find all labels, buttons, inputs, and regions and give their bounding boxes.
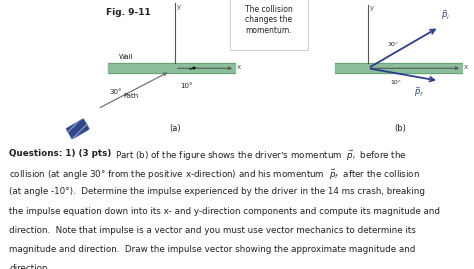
Text: y: y [177, 4, 181, 10]
Text: the impulse equation down into its x- and y-direction components and compute its: the impulse equation down into its x- an… [9, 207, 440, 216]
Text: direction.  Note that impulse is a vector and you must use vector mechanics to d: direction. Note that impulse is a vector… [9, 226, 416, 235]
Text: (b): (b) [394, 123, 406, 133]
Text: Part (b) of the figure shows the driver’s momentum  $\vec{p}_i$  before the: Part (b) of the figure shows the driver’… [115, 149, 407, 163]
Text: Path: Path [123, 93, 138, 99]
Text: $\vec{p}_f$: $\vec{p}_f$ [414, 85, 424, 99]
Text: (at angle -10°).  Determine the impulse experienced by the driver in the 14 ms c: (at angle -10°). Determine the impulse e… [9, 187, 426, 196]
Text: x: x [464, 64, 468, 70]
FancyBboxPatch shape [66, 119, 89, 139]
Text: direction.: direction. [9, 264, 51, 269]
Text: 10°: 10° [390, 80, 401, 85]
Text: Questions: 1) (3 pts): Questions: 1) (3 pts) [9, 149, 115, 158]
Text: x: x [237, 64, 241, 70]
Text: Fig. 9-11: Fig. 9-11 [106, 8, 151, 17]
Text: The collision
changes the
momentum.: The collision changes the momentum. [245, 5, 293, 35]
Text: (a): (a) [169, 123, 181, 133]
Text: y: y [370, 5, 374, 11]
Text: 30°: 30° [388, 42, 399, 47]
Text: Wall: Wall [119, 54, 134, 60]
Text: 30°: 30° [109, 89, 122, 95]
Text: collision (at angle 30° from the positive x-direction) and his momentum  $\vec{p: collision (at angle 30° from the positiv… [9, 168, 420, 182]
Text: 10°: 10° [180, 83, 192, 89]
Text: magnitude and direction.  Draw the impulse vector showing the approximate magnit: magnitude and direction. Draw the impuls… [9, 245, 416, 254]
Text: $\vec{p}_i$: $\vec{p}_i$ [441, 8, 450, 22]
